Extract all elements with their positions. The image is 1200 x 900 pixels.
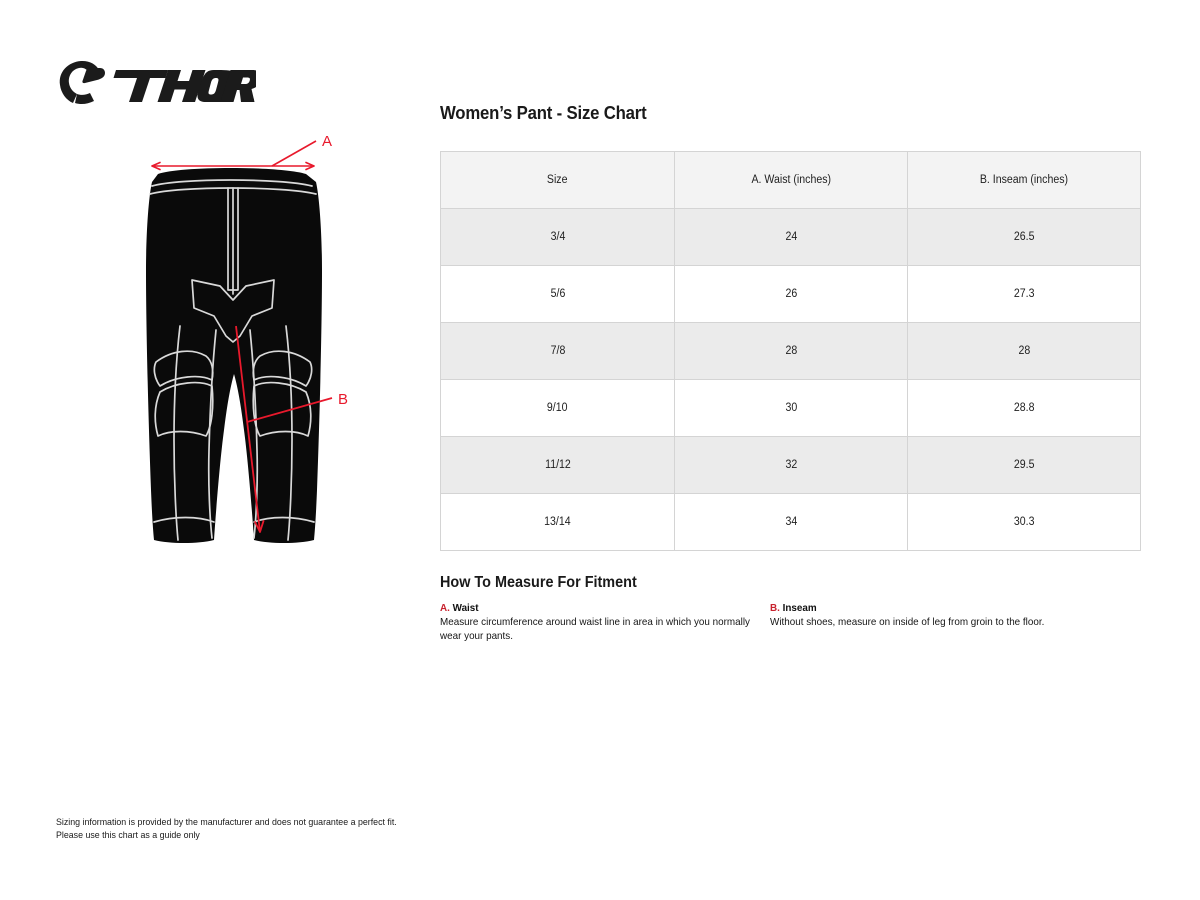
pant-stitching-lines: [149, 179, 317, 541]
callout-b-inseam: [235, 325, 333, 533]
measure-item-inseam: B. Inseam Without shoes, measure on insi…: [770, 602, 1140, 643]
size-chart-panel: Women’s Pant - Size Chart Size A. Waist …: [440, 103, 1141, 551]
cell-waist: 26: [674, 265, 908, 323]
cell-waist: 34: [674, 493, 908, 551]
table-row: 5/6 26 27.3: [440, 265, 1141, 323]
cell-size: 13/14: [440, 493, 675, 551]
cell-waist: 32: [674, 436, 908, 494]
cell-inseam: 28.8: [907, 379, 1141, 437]
measure-item-waist: A. Waist Measure circumference around wa…: [440, 602, 770, 643]
callout-a-label: A: [322, 133, 332, 150]
thor-logo: [56, 58, 262, 108]
cell-size: 3/4: [440, 208, 675, 266]
measure-label-waist: A. Waist: [440, 602, 750, 614]
table-row: 3/4 24 26.5: [440, 208, 1141, 266]
cell-size: 7/8: [440, 322, 675, 380]
table-row: 9/10 30 28.8: [440, 379, 1141, 437]
disclaimer: Sizing information is provided by the ma…: [56, 816, 397, 842]
column-header-inseam: B. Inseam (inches): [907, 151, 1141, 209]
how-to-measure-section: How To Measure For Fitment A. Waist Meas…: [440, 574, 1140, 643]
cell-inseam: 30.3: [907, 493, 1141, 551]
cell-size: 11/12: [440, 436, 675, 494]
callout-a-waist: [151, 140, 317, 171]
table-row: 13/14 34 30.3: [440, 493, 1141, 551]
measure-name-waist: Waist: [452, 602, 479, 614]
thor-helmet-icon: [59, 60, 105, 105]
column-header-waist: A. Waist (inches): [674, 151, 908, 209]
measure-description-inseam: Without shoes, measure on inside of leg …: [770, 616, 1045, 628]
table-header-row: Size A. Waist (inches) B. Inseam (inches…: [440, 151, 1141, 209]
cell-size: 9/10: [440, 379, 675, 437]
disclaimer-line-2: Please use this chart as a guide only: [56, 830, 200, 840]
pant-garment-shape: [146, 168, 322, 543]
cell-inseam: 27.3: [907, 265, 1141, 323]
disclaimer-line-1: Sizing information is provided by the ma…: [56, 817, 397, 827]
callout-b-label: B: [338, 391, 348, 408]
measure-letter-b: B.: [770, 602, 780, 614]
size-chart-table: Size A. Waist (inches) B. Inseam (inches…: [440, 151, 1141, 551]
thor-wordmark: [113, 70, 262, 102]
cell-inseam: 26.5: [907, 208, 1141, 266]
cell-inseam: 29.5: [907, 436, 1141, 494]
table-row: 7/8 28 28: [440, 322, 1141, 380]
measure-description-waist: Measure circumference around waist line …: [440, 616, 750, 642]
column-header-size: Size: [440, 151, 675, 209]
measure-letter-a: A.: [440, 602, 450, 614]
measure-label-inseam: B. Inseam: [770, 602, 1118, 614]
cell-waist: 24: [674, 208, 908, 266]
table-row: 11/12 32 29.5: [440, 436, 1141, 494]
cell-size: 5/6: [440, 265, 675, 323]
page-title: Women’s Pant - Size Chart: [440, 103, 647, 123]
measure-name-inseam: Inseam: [782, 602, 817, 614]
pant-diagram: A B: [120, 130, 380, 570]
section-heading: How To Measure For Fitment: [440, 574, 637, 591]
cell-waist: 30: [674, 379, 908, 437]
cell-waist: 28: [674, 322, 908, 380]
cell-inseam: 28: [907, 322, 1141, 380]
